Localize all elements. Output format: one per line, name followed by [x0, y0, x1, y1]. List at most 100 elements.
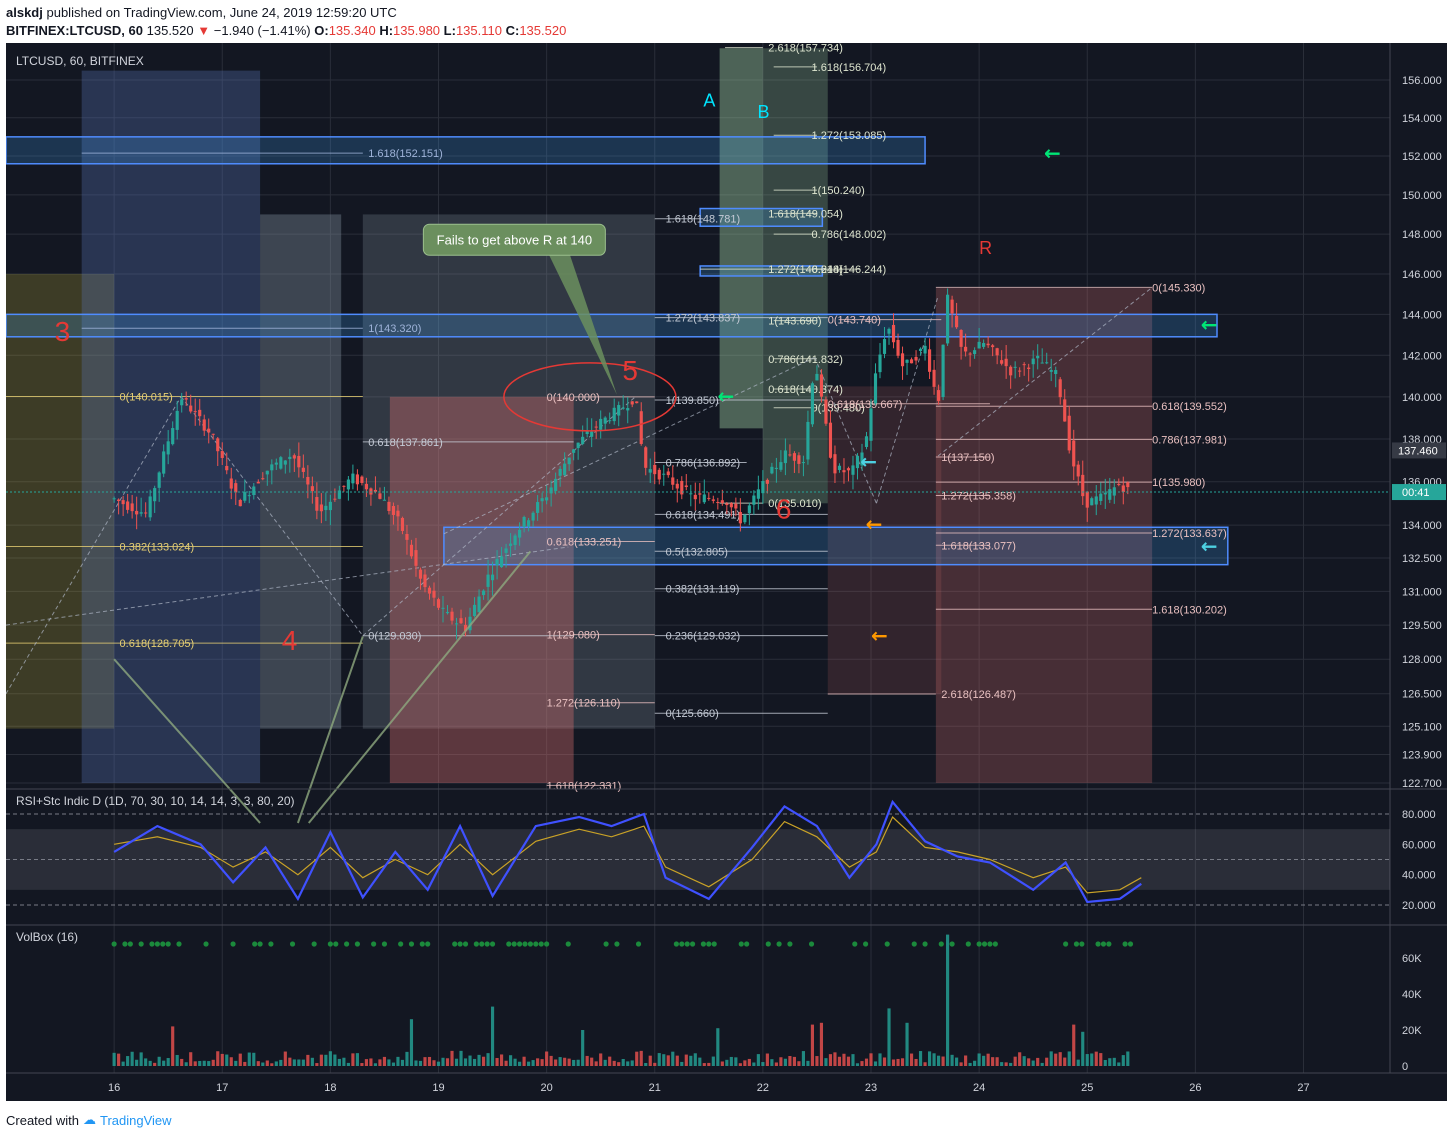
candle-body [563, 463, 567, 476]
volume-dot [311, 941, 317, 947]
volume-dot [1122, 941, 1128, 947]
volume-bar [590, 1057, 594, 1066]
volume-bar [819, 1022, 824, 1066]
volume-bar [891, 1059, 896, 1066]
candle-body [594, 426, 598, 428]
volume-bar [238, 1053, 242, 1066]
volume-bar [301, 1059, 305, 1066]
fib-level-label: 0(143.740) [828, 315, 881, 327]
volume-bar [946, 934, 950, 1066]
volume-dot [165, 941, 171, 947]
candle-body [117, 499, 121, 502]
candle-body [711, 499, 715, 501]
volume-bar [171, 1026, 175, 1066]
tradingview-logo-icon[interactable]: ☁ [82, 1112, 96, 1127]
candle-body [310, 486, 314, 492]
volume-tick-label: 20K [1402, 1025, 1422, 1037]
volume-bar [360, 1063, 364, 1066]
volume-dot [544, 941, 550, 947]
fib-level-label: 1.272(153.085) [812, 130, 887, 142]
candle-body [518, 529, 522, 538]
candle-body [527, 520, 531, 527]
volume-bar [698, 1057, 702, 1066]
candle-body [644, 447, 648, 468]
volume-bar [982, 1055, 986, 1066]
candle-body [851, 465, 855, 475]
volume-bar [148, 1060, 152, 1066]
candle-body [806, 421, 810, 460]
volume-bar [207, 1061, 211, 1066]
volume-bar [756, 1054, 760, 1066]
volume-bar [391, 1062, 396, 1066]
fib-level-label: 2.618(157.734) [768, 43, 843, 55]
volume-bar [135, 1059, 139, 1066]
volume-dot [257, 941, 263, 947]
fib-level-label: 1.618(156.704) [812, 62, 887, 74]
candle-body [477, 596, 481, 613]
close-value: 135.520 [519, 23, 567, 38]
volume-title: VolBox (16) [16, 930, 78, 944]
volume-dot [462, 941, 469, 947]
volume-bar [1054, 1053, 1058, 1066]
candle-body [207, 428, 211, 433]
volume-bar [513, 1058, 517, 1066]
candle-body [621, 407, 625, 409]
trend-line [443, 356, 815, 535]
chart-svg[interactable]: 1.618(152.151) 1(143.320) 0(140.015) 0.382(… [6, 43, 1447, 1101]
fib-level-label: 1(150.240) [812, 185, 865, 197]
volume-dot [884, 941, 890, 947]
volume-dot [176, 941, 182, 947]
callout-bubble [422, 223, 606, 256]
candle-body [765, 479, 769, 484]
chart-canvas[interactable]: 1.618(152.151) 1(143.320) 0(140.015) 0.382(… [6, 43, 1447, 1101]
volume-bar [459, 1050, 463, 1066]
close-label: C: [505, 23, 520, 38]
volume-bar [153, 1062, 157, 1066]
fib-level-label: 1(143.320) [368, 323, 421, 335]
volume-bar [702, 1063, 706, 1066]
candle-body [166, 441, 170, 455]
fib-level-label: 0(140.000) [547, 392, 600, 404]
volume-dot [862, 941, 869, 947]
candle-body [1117, 483, 1121, 485]
candle-body [283, 460, 287, 465]
volume-dot [516, 941, 523, 947]
candle-body [770, 466, 774, 474]
volume-dot [452, 941, 458, 947]
volume-bar [734, 1057, 738, 1066]
time-tick-label: 26 [1189, 1082, 1201, 1094]
fib-level-label: 0.618(139.552) [1152, 401, 1227, 413]
author-name[interactable]: alskdj [6, 5, 43, 20]
tradingview-brand[interactable]: TradingView [99, 1112, 172, 1128]
chart-header: alskdj published on TradingView.com, Jun… [6, 4, 1446, 40]
candle-body [441, 607, 445, 609]
volume-bar [909, 1053, 914, 1066]
candle-body [270, 464, 274, 471]
created-with-label: Created with [6, 1112, 79, 1128]
candle-body [693, 494, 697, 500]
candle-body [743, 514, 747, 523]
candle-body [603, 417, 607, 424]
volume-bar [117, 1053, 121, 1066]
candle-body [306, 476, 310, 485]
fib-level-label: 1.618(122.331) [547, 780, 622, 792]
candle-body [454, 623, 459, 625]
volume-bar [441, 1057, 445, 1066]
volume-dot [1063, 941, 1069, 947]
volume-bar [680, 1061, 684, 1066]
volume-bar [927, 1051, 932, 1066]
volume-dot [398, 941, 404, 947]
volume-bar [274, 1061, 278, 1066]
volume-bar [414, 1060, 418, 1066]
candle-body [702, 494, 706, 503]
candle-body [887, 328, 891, 334]
candle-body [1009, 366, 1013, 376]
volume-bar [1036, 1057, 1040, 1066]
fib-level-label: 0.236(129.032) [666, 631, 741, 643]
candle-body [175, 410, 179, 430]
candle-body [288, 456, 292, 460]
candle-body [1063, 399, 1067, 422]
volume-bar [617, 1062, 621, 1066]
volume-bar [486, 1053, 490, 1066]
candle-body [995, 348, 999, 356]
